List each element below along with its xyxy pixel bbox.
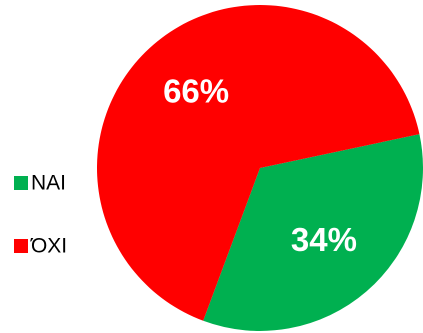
legend-swatch — [14, 176, 28, 190]
slice-label: 34% — [291, 221, 357, 258]
legend-swatch — [14, 239, 28, 253]
slice-label: 66% — [163, 73, 229, 110]
legend-label: ΌΧΙ — [30, 235, 67, 258]
legend-label: ΝΑΙ — [31, 172, 66, 195]
pie-slice — [203, 134, 423, 331]
pie-slice — [96, 4, 420, 321]
